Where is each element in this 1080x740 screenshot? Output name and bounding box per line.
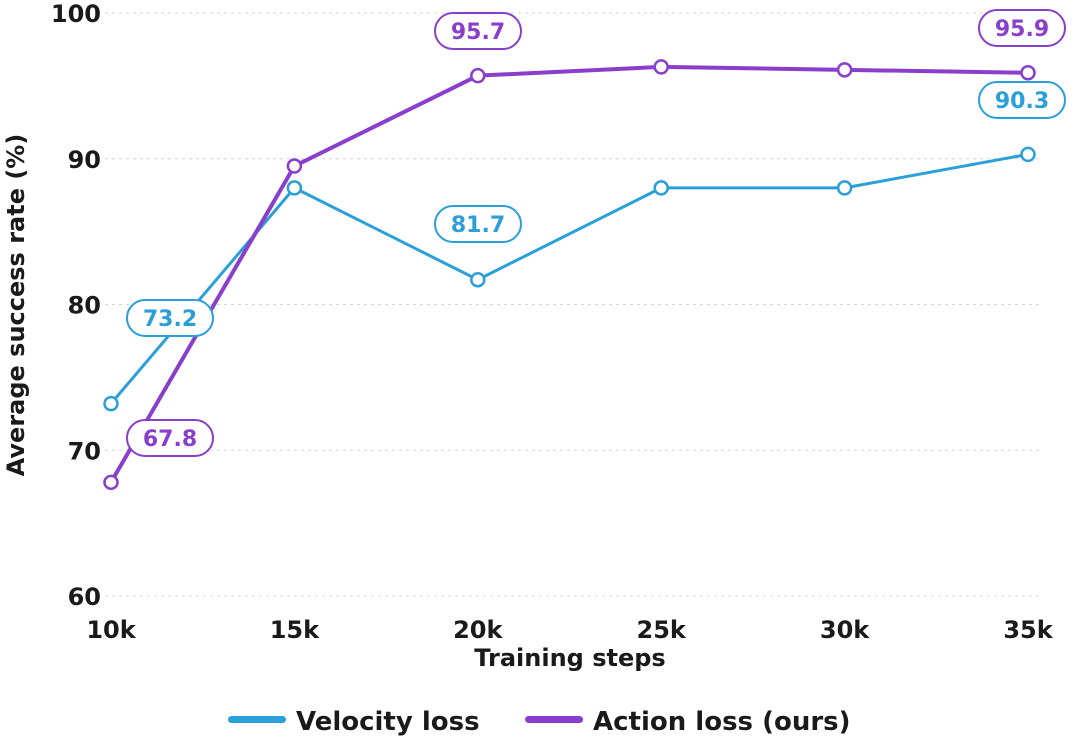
data-label: 90.3 — [978, 81, 1066, 119]
x-tick-label: 30k — [820, 616, 870, 644]
data-point — [1020, 146, 1036, 163]
series-1 — [103, 59, 1036, 491]
series-0 — [103, 146, 1036, 412]
legend-swatch — [228, 716, 286, 723]
data-point — [836, 180, 853, 196]
data-point — [103, 474, 119, 491]
series-line — [109, 152, 1029, 405]
x-axis-ticks: 10k 15k 20k 25k 30k 35k — [86, 616, 1053, 644]
data-label: 81.7 — [434, 205, 522, 243]
data-point — [286, 180, 303, 196]
y-axis-ticks: 60 70 80 90 100 — [51, 0, 101, 611]
data-label-text: 73.2 — [143, 307, 197, 332]
data-point — [836, 62, 853, 78]
y-tick-label: 70 — [68, 437, 101, 465]
data-label-box — [978, 81, 1066, 119]
data-label-box — [126, 299, 214, 337]
data-label-text: 95.7 — [451, 20, 505, 45]
data-point — [653, 180, 669, 196]
data-label: 95.9 — [978, 9, 1066, 47]
data-label: 73.2 — [126, 299, 214, 337]
x-tick-label: 20k — [453, 616, 503, 644]
data-point — [1020, 65, 1036, 81]
legend-item-1: Action loss (ours) — [525, 707, 851, 737]
legend: Velocity loss Action loss (ours) — [228, 707, 851, 737]
data-point — [286, 158, 303, 174]
x-tick-label: 25k — [637, 616, 687, 644]
y-tick-label: 100 — [51, 0, 101, 28]
data-point — [470, 271, 486, 288]
data-label: 67.8 — [126, 419, 214, 457]
y-axis-title: Average success rate (%) — [2, 134, 30, 477]
data-label: 95.7 — [434, 12, 522, 50]
data-label-box — [126, 419, 214, 457]
x-tick-label: 15k — [270, 616, 320, 644]
series — [103, 59, 1036, 491]
series-line — [109, 64, 1029, 484]
data-point — [653, 59, 669, 75]
y-tick-label: 90 — [68, 146, 101, 174]
y-tick-label: 80 — [68, 292, 101, 320]
data-labels: 73.2 81.7 90.3 67.8 95.7 95.9 — [126, 9, 1066, 457]
y-tick-label: 60 — [68, 583, 101, 611]
legend-label: Velocity loss — [296, 707, 480, 737]
data-label-box — [978, 9, 1066, 47]
data-label-text: 67.8 — [143, 427, 197, 452]
data-label-text: 81.7 — [451, 213, 505, 238]
x-tick-label: 35k — [1003, 616, 1053, 644]
legend-item-0: Velocity loss — [228, 707, 480, 737]
data-label-box — [434, 205, 522, 243]
gridlines — [105, 12, 1040, 597]
x-axis-title: Training steps — [474, 644, 665, 672]
data-label-text: 95.9 — [995, 17, 1049, 42]
data-label-text: 90.3 — [995, 89, 1049, 114]
legend-label: Action loss (ours) — [593, 707, 851, 737]
data-label-box — [434, 12, 522, 50]
data-point — [103, 395, 119, 412]
legend-swatch — [525, 716, 583, 723]
data-point — [470, 67, 486, 84]
x-tick-label: 10k — [86, 616, 136, 644]
